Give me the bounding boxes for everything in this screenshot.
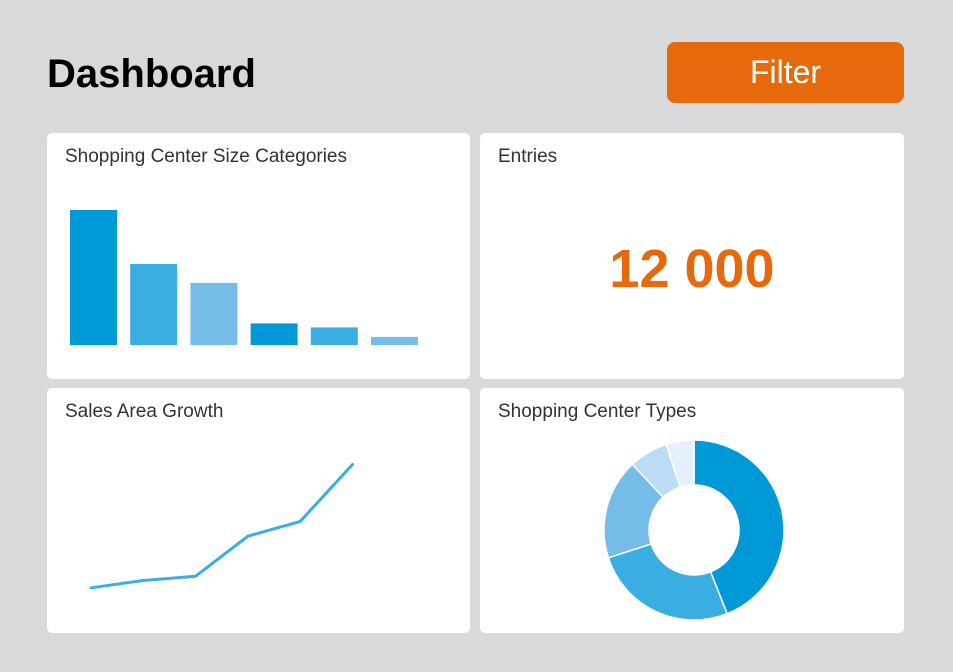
center-type-slice-1 xyxy=(693,439,785,615)
center-types-card: Shopping Center Types xyxy=(480,388,904,633)
size-categories-card: Shopping Center Size Categories xyxy=(47,133,470,379)
size-categories-bar-chart xyxy=(70,210,418,345)
center-type-slice-2 xyxy=(607,542,729,621)
sales-growth-title: Sales Area Growth xyxy=(65,401,224,422)
size-categories-title: Shopping Center Size Categories xyxy=(65,146,348,167)
center-type-slice-5 xyxy=(665,439,695,489)
entries-title: Entries xyxy=(498,146,558,167)
entries-card: Entries 12 000 xyxy=(480,133,904,379)
sales-growth-card: Sales Area Growth xyxy=(47,388,470,633)
size-category-bar-1 xyxy=(70,210,117,345)
center-types-title: Shopping Center Types xyxy=(498,401,697,422)
size-category-bar-2 xyxy=(130,264,178,345)
entries-value: 12 000 xyxy=(609,239,775,299)
size-category-bar-6 xyxy=(371,336,418,345)
center-types-donut-chart xyxy=(603,439,785,621)
size-category-bar-5 xyxy=(310,327,358,345)
page-title: Dashboard xyxy=(47,52,256,96)
size-category-bar-4 xyxy=(250,323,298,345)
sales-growth-series-line xyxy=(89,463,354,590)
filter-button[interactable]: Filter xyxy=(667,42,904,103)
sales-growth-line-chart xyxy=(89,463,354,590)
size-category-bar-3 xyxy=(190,282,238,345)
